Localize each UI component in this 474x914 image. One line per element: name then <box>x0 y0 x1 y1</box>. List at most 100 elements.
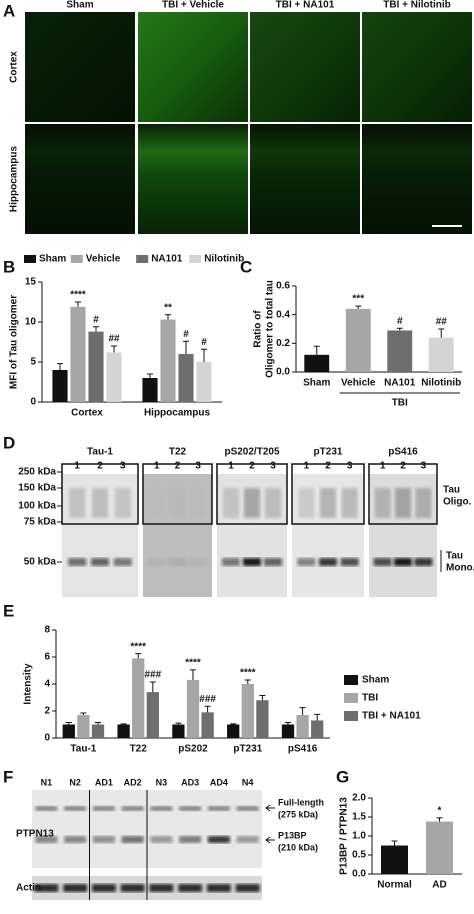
band <box>113 558 132 566</box>
lane-number: 1 <box>74 461 80 472</box>
bar <box>256 700 269 738</box>
y-tick-label: 0.4 <box>276 309 290 320</box>
row-label: Hippocampus <box>9 146 20 213</box>
bar <box>142 378 158 402</box>
x-tick-label: Hippocampus <box>144 408 211 419</box>
significance-label: **** <box>185 657 201 668</box>
bar <box>77 715 90 738</box>
error-bar <box>313 345 320 355</box>
band <box>264 558 282 566</box>
x-tick-label: NA101 <box>384 378 416 389</box>
y-tick-label: 5 <box>30 357 36 368</box>
y-tick-label: 2.0 <box>352 793 366 804</box>
band-label: (275 kDa) <box>278 809 318 819</box>
band <box>121 836 144 843</box>
lane-number: 3 <box>421 461 427 472</box>
significance-label: # <box>397 316 403 327</box>
x-tick-label: pS416 <box>288 744 318 755</box>
legend-label: Sham <box>39 254 66 265</box>
y-axis-label: Ratio of <box>253 310 264 348</box>
y-tick-label: 0.2 <box>276 338 290 349</box>
monomer-label: Mono. <box>446 563 474 574</box>
y-tick-label: 0.6 <box>276 281 290 292</box>
band <box>206 884 231 892</box>
error-bar <box>165 314 171 320</box>
x-tick-label: AD <box>432 880 446 891</box>
significance-label: # <box>93 314 99 325</box>
blot <box>143 474 212 597</box>
oligomer-box <box>216 463 288 525</box>
band <box>69 488 86 518</box>
error-bar <box>80 712 87 716</box>
band-label: Full-length <box>278 797 324 807</box>
oligomer-label: Oligo. <box>443 497 472 508</box>
error-bar <box>391 840 398 846</box>
significance-label: ### <box>199 694 216 705</box>
band <box>68 558 87 566</box>
oligomer-box <box>291 463 365 525</box>
error-bar <box>175 722 182 725</box>
y-axis-label: Intensity <box>23 663 34 705</box>
blot-title: Tau-1 <box>87 447 113 458</box>
error-bar <box>284 721 291 725</box>
x-tick-label: Vehicle <box>341 378 376 389</box>
lane-number: 2 <box>325 461 331 472</box>
lane-number: 1 <box>380 461 386 472</box>
blot-row-label: PTPN13 <box>16 829 54 840</box>
legend-label: Sham <box>362 675 389 686</box>
panel-label: D <box>3 433 15 452</box>
y-tick-label: 0.0 <box>352 869 366 880</box>
significance-label: * <box>438 805 442 816</box>
panel-label: E <box>3 601 14 620</box>
y-tick-label: 8 <box>44 625 50 636</box>
significance-label: ### <box>144 670 161 681</box>
band <box>170 488 186 518</box>
band <box>121 806 144 811</box>
oligomer-box <box>142 463 213 525</box>
band <box>34 884 59 892</box>
panel-label: C <box>240 257 252 276</box>
band <box>243 558 261 566</box>
band <box>149 884 174 892</box>
error-bar <box>396 327 403 331</box>
band <box>120 884 145 892</box>
oligomer-label: Tau <box>443 485 460 496</box>
y-axis-label: MFI of Tau oligomer <box>9 295 20 389</box>
mw-marker: 250 kDa <box>18 467 56 478</box>
y-tick-label: 0.0 <box>276 367 290 378</box>
bar <box>160 319 176 402</box>
legend-swatch <box>344 693 358 703</box>
blot-title: pS202/T205 <box>224 447 279 458</box>
y-axis-label: P13BP / PTPN13 <box>339 797 350 875</box>
error-bar <box>436 817 443 822</box>
column-header: TBI + Nilotinib <box>383 0 451 11</box>
band <box>235 884 260 892</box>
legend-swatch <box>70 255 83 263</box>
significance-label: ## <box>108 334 120 345</box>
x-tick-label: Normal <box>377 880 412 891</box>
y-axis-label: Oligomer to total tau <box>265 280 276 378</box>
lane-label: N3 <box>156 777 168 787</box>
band <box>298 488 315 518</box>
band <box>320 488 336 518</box>
y-tick-label: 15 <box>25 277 37 288</box>
significance-label: **** <box>70 290 86 301</box>
bar <box>227 724 240 738</box>
band <box>297 558 316 566</box>
error-bar <box>438 328 445 338</box>
x-tick-label: Nilotinib <box>421 378 461 389</box>
bar <box>426 821 453 874</box>
lane-number: 1 <box>154 461 160 472</box>
bar <box>117 724 130 738</box>
legend-swatch <box>344 675 358 685</box>
band <box>168 558 187 566</box>
error-bar <box>204 705 211 713</box>
bar <box>52 370 68 402</box>
significance-label: ** <box>164 302 172 313</box>
lane-label: AD1 <box>95 777 113 787</box>
error-bar <box>149 681 156 693</box>
lane-number: 2 <box>400 461 406 472</box>
legend-swatch <box>24 255 36 263</box>
band <box>341 488 358 518</box>
